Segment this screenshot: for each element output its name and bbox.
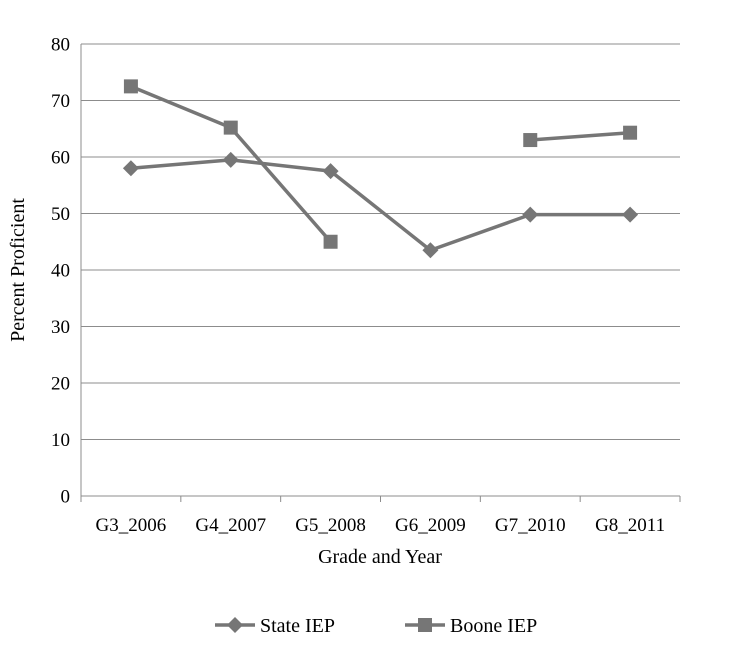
y-axis-ticks: 0 10 20 30 40 50 60 70 80 (51, 35, 70, 508)
data-point-square (623, 125, 638, 140)
legend: State IEP Boone IEP (215, 615, 537, 637)
data-point-diamond (122, 160, 139, 177)
y-tick-label: 80 (51, 35, 70, 56)
gridlines (81, 43, 680, 440)
series-boone-iep (123, 79, 638, 249)
data-point-diamond (322, 163, 339, 180)
data-point-diamond (227, 617, 243, 633)
data-point-square (223, 120, 238, 135)
y-tick-label: 10 (51, 430, 70, 451)
data-point-diamond (222, 151, 239, 168)
x-axis-ticks: G3_2006 G4_2007 G5_2008 G6_2009 G7_2010 G8_20… (96, 515, 666, 536)
y-tick-label: 0 (61, 487, 71, 508)
data-point-diamond (522, 206, 539, 223)
y-tick-label: 60 (51, 148, 70, 169)
axes (80, 44, 681, 502)
x-tick-label: G8_2011 (595, 515, 665, 536)
series-line (130, 158, 631, 252)
x-tick-label: G6_2009 (395, 515, 466, 536)
x-axis-title: Grade and Year (318, 546, 442, 568)
x-tick-label: G4_2007 (195, 515, 266, 536)
y-tick-label: 20 (51, 374, 70, 395)
series-layer (122, 79, 639, 259)
legend-item: State IEP (215, 615, 335, 637)
y-tick-label: 40 (51, 261, 70, 282)
series-state-iep (122, 151, 639, 259)
data-point-square (418, 618, 432, 632)
x-tick-label: G7_2010 (495, 515, 566, 536)
y-tick-label: 70 (51, 91, 70, 112)
legend-item: Boone IEP (405, 615, 537, 637)
legend-label: Boone IEP (450, 615, 537, 637)
data-point-square (123, 79, 138, 94)
x-tick-label: G3_2006 (96, 515, 167, 536)
data-point-diamond (422, 242, 439, 259)
legend-label: State IEP (260, 615, 335, 637)
data-point-square (523, 133, 538, 148)
data-point-diamond (622, 206, 639, 223)
series-line (530, 130, 631, 142)
y-tick-label: 50 (51, 204, 70, 225)
data-point-square (323, 234, 338, 249)
x-tick-label: G5_2008 (295, 515, 366, 536)
y-tick-label: 30 (51, 317, 70, 338)
y-axis-title: Percent Proficient (7, 198, 29, 342)
